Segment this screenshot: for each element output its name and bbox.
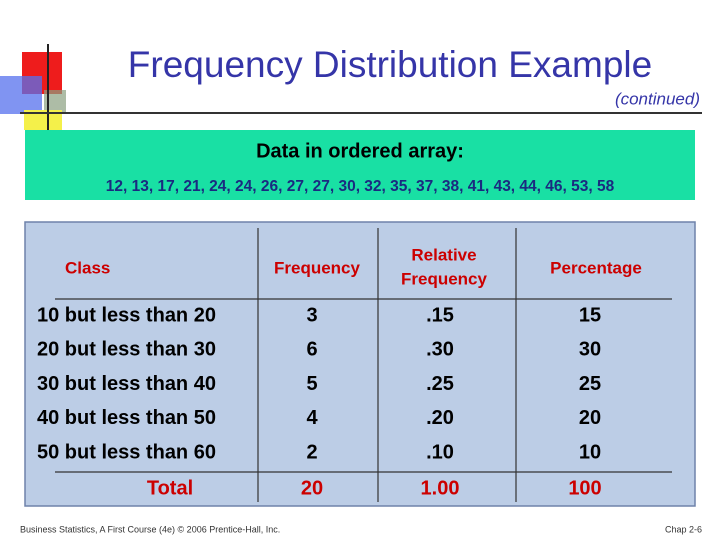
data-array: 12, 13, 17, 21, 24, 24, 26, 27, 27, 30, … [106,178,615,195]
table-cell: 30 but less than 40 [37,373,216,395]
deco-green [44,90,66,112]
column-header: Relative [411,245,476,264]
table-cell: 20 [579,407,601,429]
table-cell: 5 [306,373,317,395]
table-cell: .10 [426,441,454,463]
table-cell: 50 but less than 60 [37,441,216,463]
data-heading: Data in ordered array: [256,140,464,162]
table-cell: 25 [579,373,601,395]
data-box [25,130,695,200]
total-cell: 1.00 [421,477,460,499]
table-cell: 30 [579,339,601,361]
subtitle: (continued) [615,89,700,108]
deco-blue [0,76,42,114]
column-header: Frequency [274,258,361,277]
table-cell: 2 [306,441,317,463]
table-cell: .25 [426,373,454,395]
table-box [24,221,696,507]
table-cell: 15 [579,304,601,326]
table-cell: 3 [306,304,317,326]
column-header: Percentage [550,258,642,277]
table-cell: 10 [579,441,601,463]
table-cell: 40 but less than 50 [37,407,216,429]
total-cell: Total [147,477,193,499]
footer-left: Business Statistics, A First Course (4e)… [20,524,280,534]
footer-right: Chap 2-6 [665,524,702,534]
table-cell: 10 but less than 20 [37,304,216,326]
table-cell: .15 [426,304,454,326]
total-cell: 100 [568,477,601,499]
column-header: Class [65,258,110,277]
table-cell: 4 [306,407,318,429]
title: Frequency Distribution Example [128,44,652,85]
table-cell: 20 but less than 30 [37,339,216,361]
deco-yellow [24,110,62,130]
table-cell: .30 [426,339,454,361]
table-cell: .20 [426,407,454,429]
column-header: Frequency [401,269,488,288]
table-lines [55,228,672,502]
total-cell: 20 [301,477,323,499]
table-cell: 6 [306,339,317,361]
